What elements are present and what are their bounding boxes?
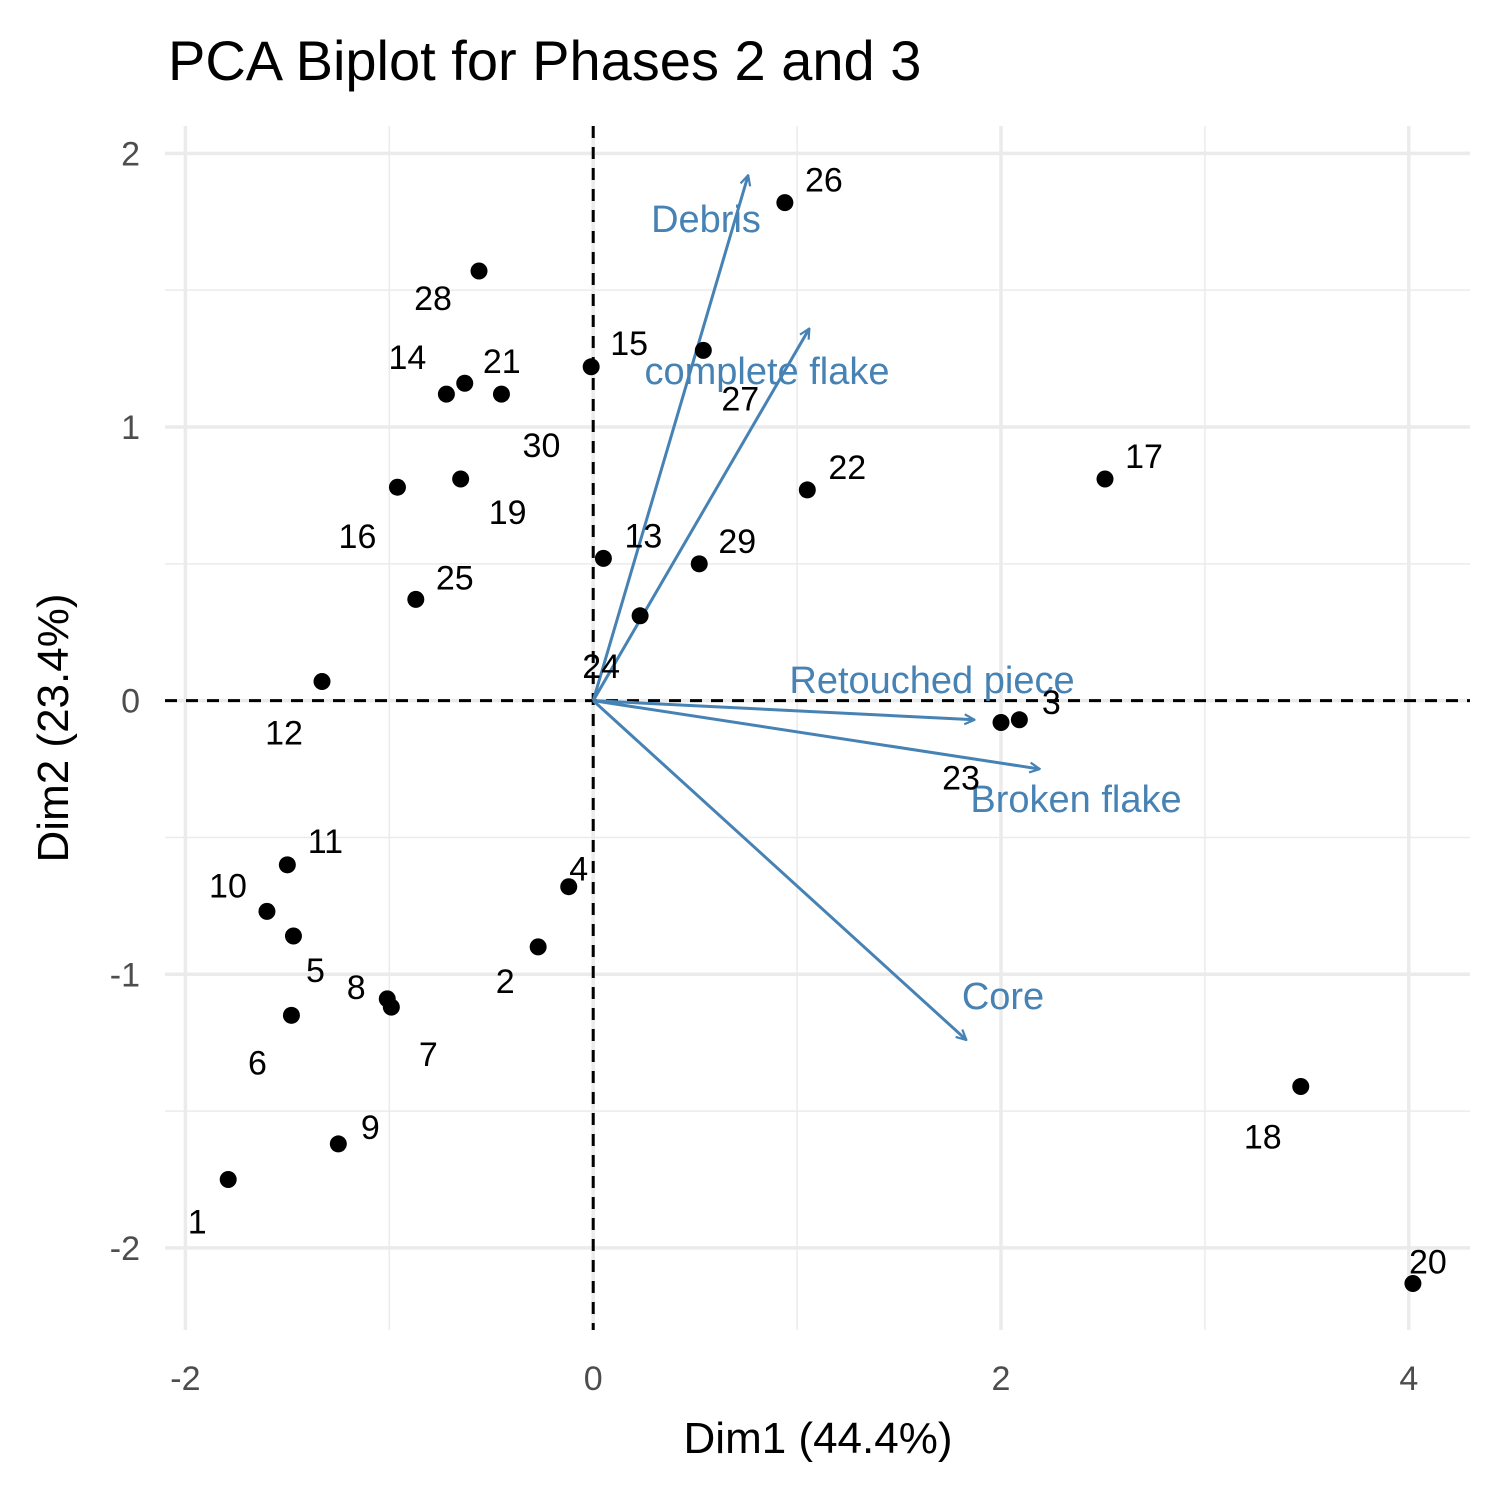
variable-arrows: Debris complete flake Retouched piece Broke… bbox=[591, 175, 1182, 1040]
observation-point bbox=[690, 555, 708, 573]
observation-point bbox=[470, 262, 488, 280]
observation-point bbox=[1096, 470, 1114, 488]
observation-point bbox=[992, 714, 1010, 732]
observation-point bbox=[631, 607, 649, 625]
variable-label: complete flake bbox=[644, 351, 889, 393]
point-label: 29 bbox=[718, 523, 756, 561]
point-label: 9 bbox=[361, 1109, 380, 1147]
x-tick-label: -2 bbox=[170, 1360, 200, 1398]
point-label: 30 bbox=[523, 427, 561, 465]
variable-arrow bbox=[591, 175, 748, 702]
point-label: 6 bbox=[248, 1044, 267, 1082]
observation-point bbox=[1010, 711, 1028, 729]
point-label: 23 bbox=[942, 760, 980, 798]
point-label: 5 bbox=[306, 952, 325, 990]
point-label: 14 bbox=[388, 339, 426, 377]
y-tick-label: -2 bbox=[110, 1230, 140, 1268]
point-label: 27 bbox=[721, 380, 759, 418]
point-label: 16 bbox=[339, 518, 377, 556]
x-tick-label: 0 bbox=[584, 1360, 603, 1398]
observation-point bbox=[594, 549, 612, 567]
point-label: 2 bbox=[496, 963, 515, 1001]
point-label: 3 bbox=[1042, 684, 1061, 722]
point-label: 7 bbox=[419, 1036, 438, 1074]
observation-point bbox=[776, 194, 794, 212]
observation-point bbox=[407, 590, 425, 608]
point-label: 13 bbox=[624, 517, 662, 555]
y-tick-label: 1 bbox=[121, 409, 140, 447]
point-label: 4 bbox=[569, 851, 588, 889]
observation-point bbox=[313, 672, 331, 690]
point-label: 21 bbox=[483, 343, 521, 381]
x-tick-label: 4 bbox=[1399, 1360, 1418, 1398]
variable-label: Core bbox=[962, 976, 1044, 1018]
reference-lines bbox=[165, 126, 1470, 1330]
observation-point bbox=[378, 990, 396, 1008]
x-tick-label: 2 bbox=[992, 1360, 1011, 1398]
variable-label: Broken flake bbox=[970, 779, 1181, 821]
y-axis-title: Dim2 (23.4%) bbox=[29, 594, 78, 863]
variable-arrow bbox=[591, 328, 811, 702]
variable-arrow bbox=[593, 699, 974, 720]
observation-point bbox=[560, 878, 578, 896]
observation-point bbox=[492, 385, 510, 403]
point-label: 22 bbox=[828, 449, 866, 487]
point-label: 11 bbox=[308, 823, 343, 861]
point-label: 12 bbox=[265, 714, 303, 752]
observation-point bbox=[1292, 1077, 1310, 1095]
y-tick-label: 0 bbox=[121, 683, 140, 721]
y-tick-label: 2 bbox=[121, 135, 140, 173]
observation-point bbox=[388, 478, 406, 496]
observation-point bbox=[282, 1006, 300, 1024]
observation-point bbox=[798, 481, 816, 499]
y-tick-label: -1 bbox=[110, 956, 140, 994]
x-axis-title: Dim1 (44.4%) bbox=[684, 1414, 953, 1463]
point-label: 20 bbox=[1409, 1243, 1447, 1281]
variable-label: Retouched piece bbox=[789, 660, 1074, 702]
observation-point bbox=[329, 1135, 347, 1153]
point-label: 17 bbox=[1125, 438, 1163, 476]
observation-point bbox=[456, 374, 474, 392]
observation-point bbox=[582, 358, 600, 376]
point-label: 1 bbox=[188, 1204, 207, 1242]
point-label: 8 bbox=[347, 969, 366, 1007]
point-label: 18 bbox=[1244, 1118, 1282, 1156]
observation-point bbox=[284, 927, 302, 945]
variable-label: Debris bbox=[651, 199, 761, 241]
variable-arrow bbox=[592, 699, 1040, 769]
point-label: 25 bbox=[436, 559, 474, 597]
point-label: 28 bbox=[414, 280, 452, 318]
chart-title: PCA Biplot for Phases 2 and 3 bbox=[168, 29, 921, 92]
point-label: 24 bbox=[582, 648, 620, 686]
point-label: 19 bbox=[489, 494, 527, 532]
observation-point bbox=[437, 385, 455, 403]
observation-point bbox=[219, 1171, 237, 1188]
observation-point bbox=[278, 856, 296, 874]
observation-point bbox=[258, 902, 276, 920]
observation-point bbox=[529, 938, 547, 956]
variable-arrow bbox=[592, 699, 966, 1040]
observation-point bbox=[1404, 1274, 1422, 1292]
point-label: 10 bbox=[209, 867, 247, 905]
point-label: 26 bbox=[805, 162, 843, 200]
observation-point bbox=[694, 341, 712, 359]
observation-point bbox=[452, 470, 470, 488]
point-label: 15 bbox=[610, 325, 648, 363]
